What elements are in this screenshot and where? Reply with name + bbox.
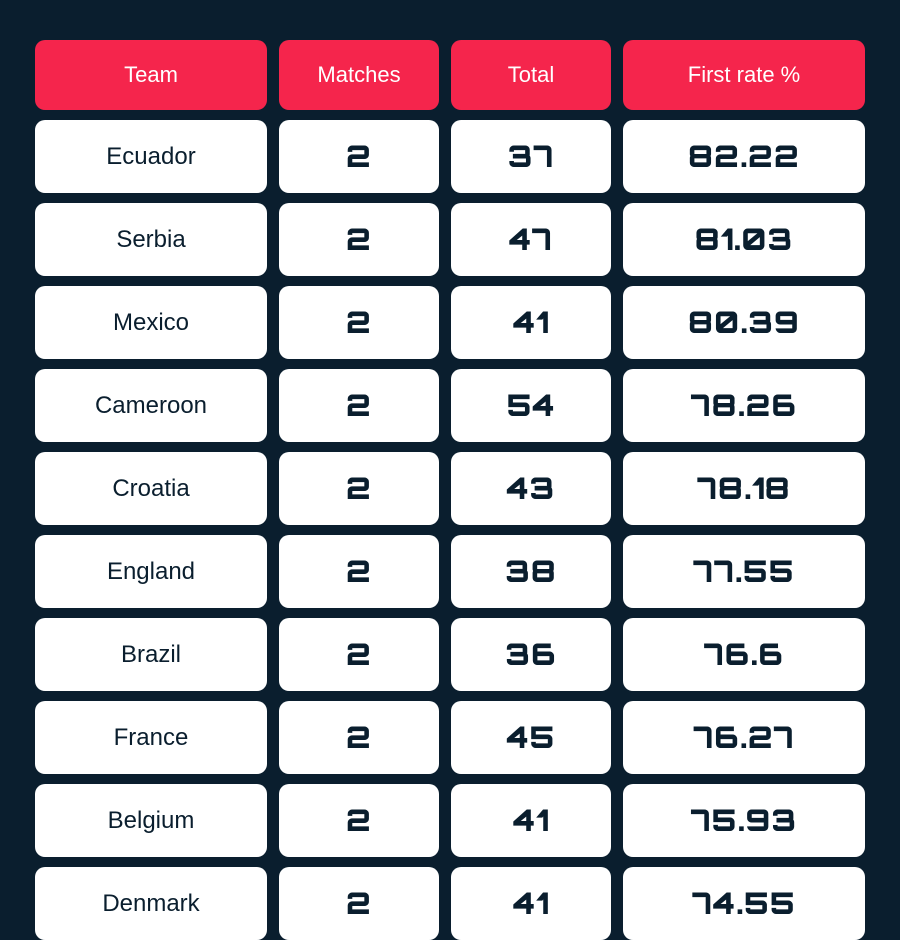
header-total: Total [451,40,611,110]
cell-rate: 75.93 [623,784,865,857]
cell-rate: 76.27 [623,701,865,774]
stats-table: Team Matches Total First rate % Ecuador … [35,40,865,940]
cell-rate: 78.18 [623,452,865,525]
table-row: Cameroon 2 54 78.26 [35,369,865,442]
cell-rate: 74.55 [623,867,865,940]
cell-total: 41 [451,784,611,857]
cell-total: 37 [451,120,611,193]
cell-team: Denmark [35,867,267,940]
cell-team: England [35,535,267,608]
header-team: Team [35,40,267,110]
cell-total: 38 [451,535,611,608]
cell-rate: 82.22 [623,120,865,193]
cell-rate: 76.6 [623,618,865,691]
cell-matches: 2 [279,618,439,691]
cell-matches: 2 [279,120,439,193]
table-row: Mexico 2 41 80.39 [35,286,865,359]
cell-team: Serbia [35,203,267,276]
cell-matches: 2 [279,867,439,940]
cell-team: Croatia [35,452,267,525]
table-header-row: Team Matches Total First rate % [35,40,865,110]
cell-matches: 2 [279,286,439,359]
cell-team: France [35,701,267,774]
table-row: Brazil 2 36 76.6 [35,618,865,691]
table-row: England 2 38 77.55 [35,535,865,608]
cell-matches: 2 [279,369,439,442]
cell-team: Mexico [35,286,267,359]
cell-team: Cameroon [35,369,267,442]
header-rate: First rate % [623,40,865,110]
cell-total: 54 [451,369,611,442]
table-row: Ecuador 2 37 82.22 [35,120,865,193]
cell-rate: 78.26 [623,369,865,442]
cell-team: Brazil [35,618,267,691]
table-row: France 2 45 76.27 [35,701,865,774]
cell-total: 45 [451,701,611,774]
cell-rate: 77.55 [623,535,865,608]
cell-matches: 2 [279,701,439,774]
cell-total: 36 [451,618,611,691]
cell-matches: 2 [279,203,439,276]
table-row: Serbia 2 47 81.03 [35,203,865,276]
header-matches: Matches [279,40,439,110]
cell-total: 47 [451,203,611,276]
cell-matches: 2 [279,452,439,525]
cell-matches: 2 [279,535,439,608]
cell-rate: 80.39 [623,286,865,359]
cell-total: 43 [451,452,611,525]
table-row: Denmark 2 41 74.55 [35,867,865,940]
cell-matches: 2 [279,784,439,857]
cell-team: Belgium [35,784,267,857]
table-row: Belgium 2 41 75.93 [35,784,865,857]
cell-rate: 81.03 [623,203,865,276]
cell-total: 41 [451,867,611,940]
cell-total: 41 [451,286,611,359]
table-row: Croatia 2 43 78.18 [35,452,865,525]
cell-team: Ecuador [35,120,267,193]
